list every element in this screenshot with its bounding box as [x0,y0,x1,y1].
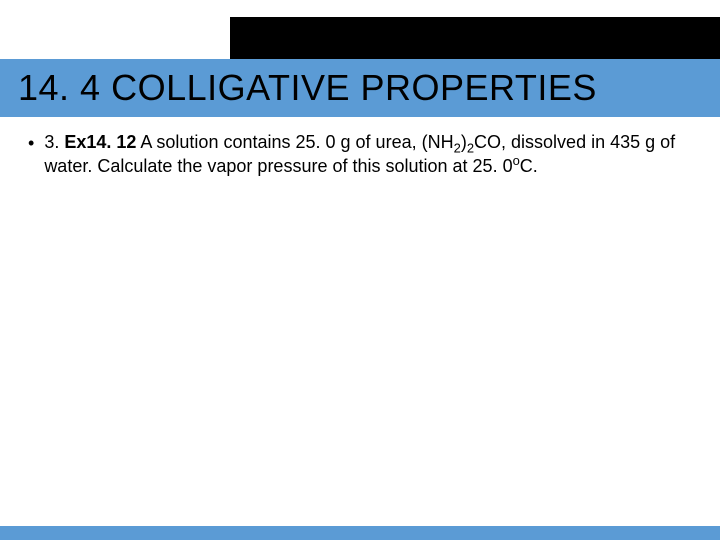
slide-title: 14. 4 COLLIGATIVE PROPERTIES [18,67,597,109]
content-area: • 3. Ex14. 12 A solution contains 25. 0 … [28,130,692,179]
title-band: 14. 4 COLLIGATIVE PROPERTIES [0,59,720,117]
item-prefix: 3. [44,132,64,152]
formula-sub-1: 2 [454,141,461,156]
top-accent-bar [230,17,720,59]
bottom-accent-bar [0,526,720,540]
text-seg-1: A solution contains 25. 0 g of urea, (NH [136,132,453,152]
problem-text: 3. Ex14. 12 A solution contains 25. 0 g … [44,130,692,179]
text-seg-4: C. [520,156,538,176]
degree-sup: o [513,153,520,168]
bullet-marker: • [28,131,34,155]
example-label: Ex14. 12 [64,132,136,152]
formula-sub-2: 2 [467,141,474,156]
